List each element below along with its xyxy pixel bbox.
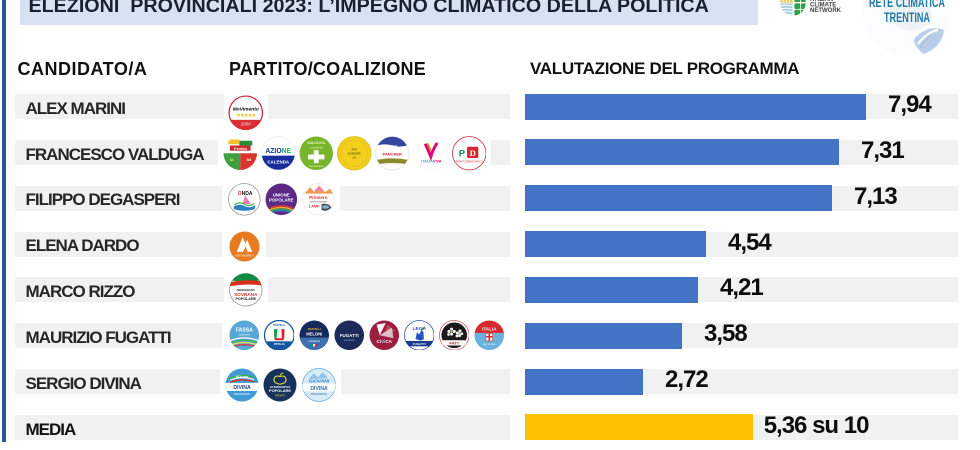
svg-text:FUGATTI: FUGATTI <box>340 332 359 337</box>
svg-text:campobase: campobase <box>309 164 324 168</box>
svg-text:2050: 2050 <box>241 122 251 127</box>
svg-text:presidente: presidente <box>344 339 355 342</box>
svg-text:GIOVANI: GIOVANI <box>309 379 330 385</box>
svg-text:ITALIAN: ITALIAN <box>810 0 833 3</box>
svg-text:MoVimento: MoVimento <box>233 106 259 112</box>
svg-text:presidente: presidente <box>310 146 324 150</box>
svg-text:CiViCA: CiViCA <box>376 338 392 343</box>
svg-text:POPOLARE: POPOLARE <box>236 297 257 301</box>
svg-text:TRENTINA: TRENTINA <box>884 10 930 25</box>
svg-text:FRATELLI: FRATELLI <box>273 323 286 327</box>
svg-text:CALENDA: CALENDA <box>267 160 290 165</box>
svg-text:LEGA: LEGA <box>412 326 426 332</box>
svg-text:DIVINA: DIVINA <box>233 386 251 392</box>
svg-text:DIVINA: DIVINA <box>310 386 328 392</box>
svg-text:DEMOCRAZIA: DEMOCRAZIA <box>237 288 255 292</box>
svg-text:unione popolare: unione popolare <box>309 201 327 204</box>
svg-text:AUTONOMISTI: AUTONOMISTI <box>235 253 253 257</box>
svg-text:84: 84 <box>230 158 234 162</box>
svg-text:RETE CLIMATICA: RETE CLIMATICA <box>869 0 945 10</box>
svg-text:autonomia: autonomia <box>238 333 250 336</box>
svg-text:PANCHER: PANCHER <box>383 152 402 157</box>
svg-text:84: 84 <box>247 157 252 162</box>
svg-text:★★★★★: ★★★★★ <box>236 113 257 119</box>
svg-text:TRENTO: TRENTO <box>274 394 285 398</box>
svg-text:PIÙ: PIÙ <box>352 147 358 152</box>
svg-text:ONDA: ONDA <box>238 191 253 197</box>
svg-text:LAMP: LAMP <box>309 204 320 208</box>
svg-text:PARTITO DEMOCRATICO: PARTITO DEMOCRATICO <box>456 161 483 164</box>
svg-text:MELONI: MELONI <box>306 331 322 336</box>
svg-text:PRESIDENTE: PRESIDENTE <box>311 392 328 396</box>
svg-text:D: D <box>469 148 475 158</box>
svg-text:FUGATTI: FUGATTI <box>413 341 426 345</box>
svg-text:P: P <box>459 149 465 160</box>
svg-text:D'ITALIA: D'ITALIA <box>274 342 285 346</box>
svg-text:presidente: presidente <box>308 340 320 343</box>
svg-text:SOVRANA: SOVRANA <box>234 292 258 297</box>
svg-text:Primiero: Primiero <box>309 195 328 200</box>
svg-text:AZIONE: AZIONE <box>265 148 291 155</box>
svg-text:insieme: insieme <box>388 144 398 148</box>
svg-text:POPOLARE: POPOLARE <box>269 198 294 203</box>
svg-text:ITALIA: ITALIA <box>482 326 497 331</box>
svg-text:NETWORK: NETWORK <box>810 8 842 14</box>
svg-text:FASSA: FASSA <box>235 327 253 333</box>
svg-text:Trentino: Trentino <box>234 147 248 151</box>
svg-text:PATT: PATT <box>449 340 459 345</box>
svg-text:CLIMATE: CLIMATE <box>810 3 836 9</box>
svg-text:POPOLARE: POPOLARE <box>269 389 291 394</box>
svg-text:PRESIDENTE: PRESIDENTE <box>234 392 251 396</box>
svg-text:FRATELLI: FRATELLI <box>308 327 321 331</box>
svg-text:UNIONE: UNIONE <box>273 192 290 197</box>
svg-text:EUROPA: EUROPA <box>348 152 362 156</box>
svg-text:VALDUGA: VALDUGA <box>307 141 326 145</box>
svg-text:ITALIAVIVA: ITALIAVIVA <box>421 160 442 164</box>
svg-text:NOI con: NOI con <box>236 375 248 379</box>
svg-text:NEL CUORE: NEL CUORE <box>483 344 496 346</box>
svg-text:SI: SI <box>353 156 356 160</box>
svg-text:ALTERNATIVA: ALTERNATIVA <box>270 385 292 389</box>
